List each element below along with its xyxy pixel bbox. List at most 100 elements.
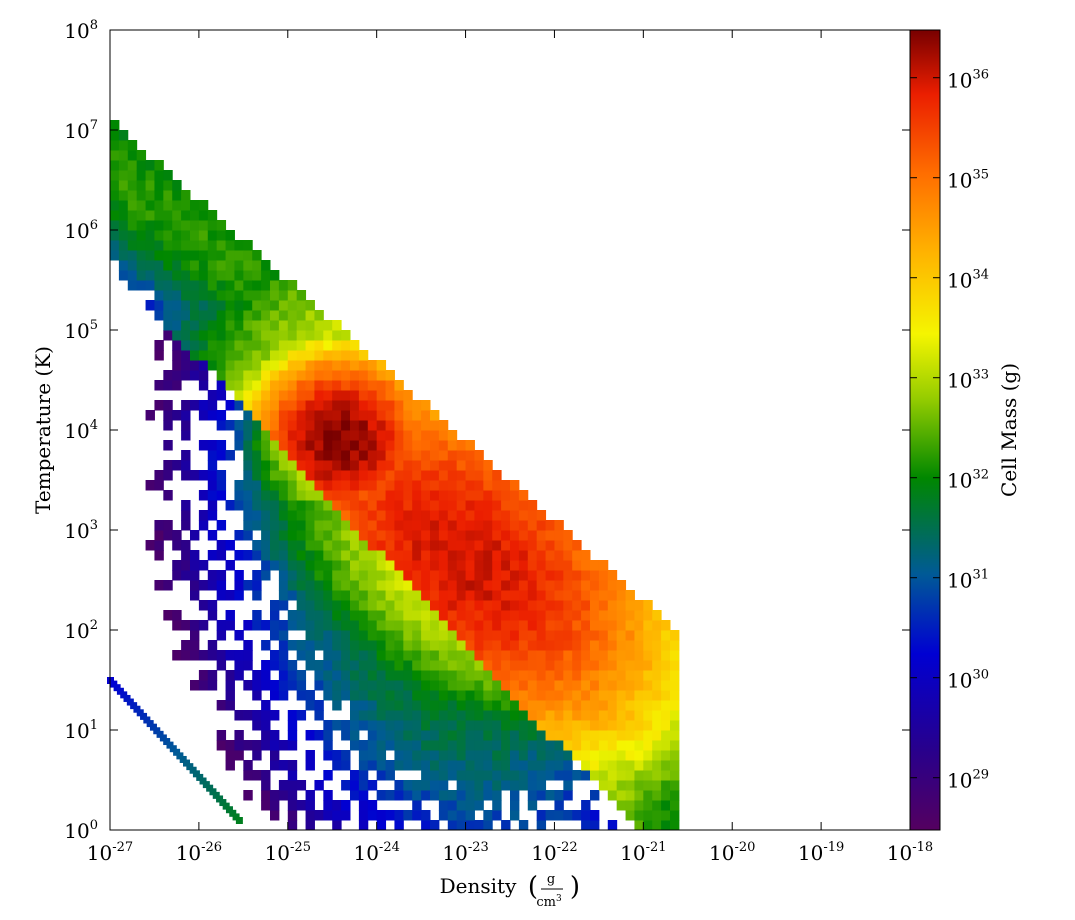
heatmap-cell <box>563 790 573 801</box>
heatmap-cell <box>670 700 680 711</box>
heatmap-cell <box>616 600 627 611</box>
heatmap-cell <box>394 740 404 751</box>
heatmap-cell <box>581 660 591 671</box>
heatmap-cell <box>234 350 244 361</box>
heatmap-cell <box>314 410 324 421</box>
heatmap-cell <box>456 590 467 601</box>
heatmap-cell <box>438 730 449 741</box>
heatmap-cell <box>510 730 520 741</box>
heatmap-cell <box>350 790 360 801</box>
heatmap-cell <box>465 490 475 501</box>
heatmap-cell <box>314 390 324 401</box>
heatmap-cell <box>207 320 218 331</box>
heatmap-cell <box>412 410 422 421</box>
heatmap-cell <box>483 480 493 491</box>
heatmap-cell <box>465 570 475 581</box>
heatmap-cell <box>581 720 591 731</box>
heatmap-cell <box>350 440 360 451</box>
heatmap-cell <box>616 750 627 761</box>
heatmap-cell <box>545 740 555 751</box>
heatmap-cell <box>598 710 609 721</box>
heatmap-cell <box>510 630 520 641</box>
heatmap-cell <box>216 700 227 711</box>
heatmap-cell <box>225 240 235 251</box>
heatmap-cell <box>110 140 120 151</box>
heatmap-cell <box>314 670 324 681</box>
heatmap-cell <box>510 790 520 801</box>
heatmap-cell <box>421 620 431 631</box>
heatmap-cell <box>670 790 680 801</box>
heatmap-cell <box>492 790 502 801</box>
heatmap-cell <box>661 780 671 791</box>
heatmap-cell <box>198 520 209 531</box>
heatmap-cell <box>332 560 342 571</box>
heatmap-cell <box>252 520 262 531</box>
heatmap-cell <box>527 560 538 571</box>
heatmap-cell <box>198 230 209 241</box>
heatmap-cell <box>216 795 224 803</box>
heatmap-cell <box>652 790 662 801</box>
heatmap-cell <box>198 290 209 301</box>
heatmap-cell <box>438 520 449 531</box>
heatmap-cell <box>127 170 138 181</box>
heatmap-cell <box>590 770 600 781</box>
heatmap-cell <box>163 290 173 301</box>
heatmap-cell <box>261 500 271 511</box>
heatmap-cell <box>474 510 484 521</box>
heatmap-cell <box>670 820 680 831</box>
heatmap-cell <box>510 760 520 771</box>
heatmap-cell <box>430 460 440 471</box>
heatmap-cell <box>598 680 609 691</box>
heatmap-cell <box>492 610 502 621</box>
heatmap-cell <box>430 470 440 481</box>
heatmap-cell <box>456 770 467 781</box>
heatmap-cell <box>163 440 173 451</box>
heatmap-cell <box>234 590 244 601</box>
heatmap-cell <box>518 570 529 581</box>
heatmap-cell <box>216 740 227 751</box>
heatmap-cell <box>270 610 280 621</box>
heatmap-cell <box>456 820 467 831</box>
heatmap-cell <box>234 360 244 371</box>
heatmap-cell <box>536 600 547 611</box>
heatmap-cell <box>172 620 182 631</box>
heatmap-cell <box>456 460 467 471</box>
heatmap-cell <box>261 290 271 301</box>
heatmap-cell <box>518 820 529 831</box>
heatmap-cell <box>270 490 280 501</box>
heatmap-cell <box>154 200 164 211</box>
heatmap-cell <box>198 220 209 231</box>
heatmap-cell <box>474 580 484 591</box>
heatmap-cell <box>376 410 387 421</box>
heatmap-cell <box>438 630 449 641</box>
heatmap-cell <box>527 790 538 801</box>
heatmap-cell <box>216 280 227 291</box>
heatmap-cell <box>421 680 431 691</box>
heatmap-cell <box>590 560 600 571</box>
heatmap-cell <box>385 460 395 471</box>
heatmap-cell <box>163 250 173 261</box>
heatmap-cell <box>438 580 449 591</box>
heatmap-cell <box>510 810 520 821</box>
heatmap-cell <box>287 290 298 301</box>
x-tick-label: 10-22 <box>531 840 577 865</box>
heatmap-cell <box>412 700 422 711</box>
heatmap-cell <box>216 330 227 341</box>
heatmap-cell <box>278 450 289 461</box>
heatmap-cell <box>412 520 422 531</box>
heatmap-cell <box>225 320 235 331</box>
heatmap-cell <box>181 640 191 651</box>
heatmap-cell <box>412 500 422 511</box>
heatmap-cell <box>563 660 573 671</box>
heatmap-cell <box>527 760 538 771</box>
heatmap-cell <box>270 290 280 301</box>
heatmap-cell <box>172 320 182 331</box>
heatmap-cell <box>296 520 307 531</box>
heatmap-cell <box>465 780 475 791</box>
heatmap-cell <box>350 580 360 591</box>
heatmap-cell <box>447 470 458 481</box>
heatmap-cell <box>207 670 218 681</box>
heatmap-cell <box>430 690 440 701</box>
heatmap-cell <box>207 650 218 661</box>
heatmap-cell <box>527 780 538 791</box>
